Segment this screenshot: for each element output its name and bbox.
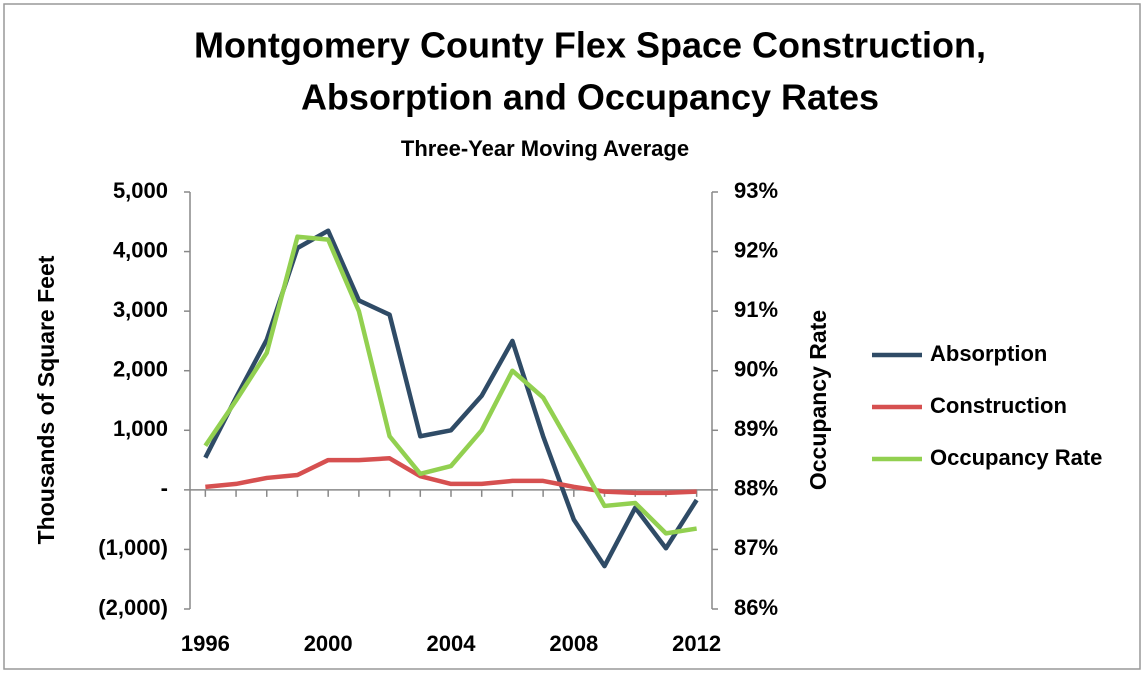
y2-tick-label: 87% <box>734 535 778 560</box>
y2-tick-label: 89% <box>734 416 778 441</box>
frame <box>3 3 1141 670</box>
y2-tick-label: 92% <box>734 237 778 262</box>
x-tick-label: 2004 <box>427 631 477 656</box>
series-line <box>205 456 697 496</box>
y2-tick-label: 88% <box>734 476 778 501</box>
y2-tick-label: 86% <box>734 595 778 620</box>
y-tick-label: 3,000 <box>113 297 168 322</box>
chart-title: Montgomery County Flex Space Constructio… <box>194 25 986 66</box>
x-tick-label: 2012 <box>672 631 721 656</box>
series-line <box>203 234 697 536</box>
y-tick-label: 2,000 <box>113 357 168 382</box>
y2-tick-label: 90% <box>734 357 778 382</box>
y-tick-label: 1,000 <box>113 416 168 441</box>
y-tick-label: (2,000) <box>98 595 168 620</box>
y-tick-label: 4,000 <box>113 237 168 262</box>
chart-subtitle: Three-Year Moving Average <box>401 136 689 161</box>
y-axis-title: Thousands of Square Feet <box>33 255 59 544</box>
y2-tick-label: 93% <box>734 178 778 203</box>
x-tick-label: 2000 <box>304 631 353 656</box>
x-tick-label: 2008 <box>549 631 598 656</box>
legend-label: Construction <box>930 393 1067 418</box>
chart-title: Absorption and Occupancy Rates <box>301 77 879 118</box>
y-tick-label: (1,000) <box>98 535 168 560</box>
legend-label: Absorption <box>930 341 1047 366</box>
x-tick-label: 1996 <box>181 631 230 656</box>
y-tick-label: - <box>161 476 168 501</box>
y-tick-label: 5,000 <box>113 178 168 203</box>
y2-axis-title: Occupancy Rate <box>805 310 831 490</box>
legend-label: Occupancy Rate <box>930 445 1102 470</box>
y2-tick-label: 91% <box>734 297 778 322</box>
